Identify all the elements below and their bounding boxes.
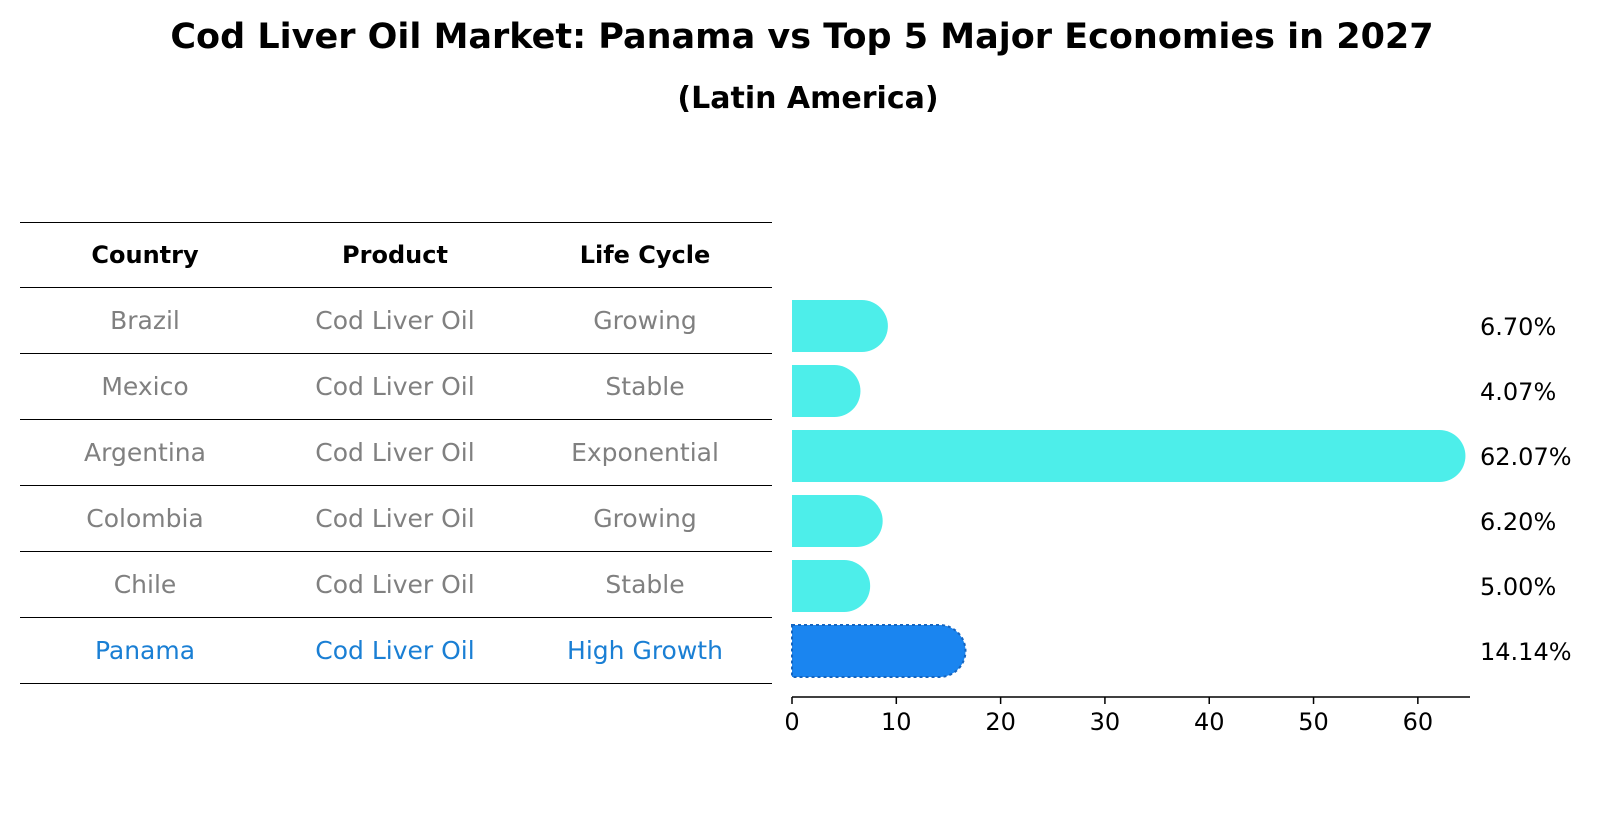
header-country: Country — [91, 241, 199, 269]
life-cycle-cell: High Growth — [567, 636, 723, 665]
country-cell: Panama — [94, 636, 196, 665]
product-cell: Cod Liver Oil — [315, 570, 475, 599]
x-tick-label: 30 — [1090, 708, 1121, 736]
country-cell: Argentina — [84, 438, 206, 467]
value-label: 62.07% — [1480, 443, 1572, 471]
value-label: 6.70% — [1480, 313, 1556, 341]
table-header-row: Country Product Life Cycle — [20, 222, 772, 288]
x-tick-label: 20 — [985, 708, 1016, 736]
value-label: 6.20% — [1480, 508, 1556, 536]
value-label: 4.07% — [1480, 378, 1556, 406]
bar-mexico — [792, 365, 861, 417]
header-life-cycle: Life Cycle — [579, 241, 711, 269]
bar-chile — [792, 560, 871, 612]
x-tick-label: 0 — [784, 708, 799, 736]
chart-title: Cod Liver Oil Market: Panama vs Top 5 Ma… — [170, 17, 1434, 57]
life-cycle-cell: Growing — [593, 504, 697, 533]
life-cycle-cell: Stable — [605, 570, 685, 599]
life-cycle-cell: Stable — [605, 372, 685, 401]
product-cell: Cod Liver Oil — [315, 504, 475, 533]
country-cell: Brazil — [110, 306, 180, 335]
chart-subtitle: (Latin America) — [677, 81, 939, 116]
table-row: Mexico Cod Liver Oil Stable — [20, 354, 772, 420]
bar-argentina — [792, 430, 1466, 482]
country-cell: Colombia — [86, 504, 204, 533]
x-tick-label: 10 — [881, 708, 912, 736]
product-cell: Cod Liver Oil — [315, 372, 475, 401]
country-cell: Chile — [113, 570, 177, 599]
product-cell: Cod Liver Oil — [315, 438, 475, 467]
table-row: Argentina Cod Liver Oil Exponential — [20, 420, 772, 486]
table-row: Brazil Cod Liver Oil Growing — [20, 288, 772, 354]
x-tick-label: 60 — [1403, 708, 1434, 736]
data-table: Country Product Life Cycle Brazil Cod Li… — [20, 222, 772, 684]
table-row: Chile Cod Liver Oil Stable — [20, 552, 772, 618]
x-tick-label: 40 — [1194, 708, 1225, 736]
life-cycle-cell: Exponential — [571, 438, 719, 467]
country-cell: Mexico — [101, 372, 189, 401]
product-cell: Cod Liver Oil — [315, 306, 475, 335]
product-cell: Cod Liver Oil — [315, 636, 475, 665]
header-product: Product — [342, 241, 448, 269]
x-tick-label: 50 — [1298, 708, 1329, 736]
table-row-highlight: Panama Cod Liver Oil High Growth — [20, 618, 772, 684]
bar-brazil — [792, 300, 888, 352]
value-label: 5.00% — [1480, 573, 1556, 601]
bar-panama — [791, 624, 967, 678]
table-row: Colombia Cod Liver Oil Growing — [20, 486, 772, 552]
value-label: 14.14% — [1480, 638, 1572, 666]
life-cycle-cell: Growing — [593, 306, 697, 335]
bar-colombia — [792, 495, 883, 547]
